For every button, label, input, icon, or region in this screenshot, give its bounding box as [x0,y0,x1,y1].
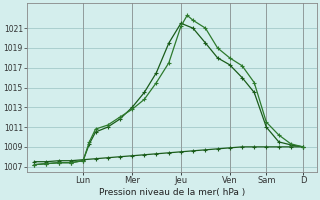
X-axis label: Pression niveau de la mer( hPa ): Pression niveau de la mer( hPa ) [99,188,245,197]
